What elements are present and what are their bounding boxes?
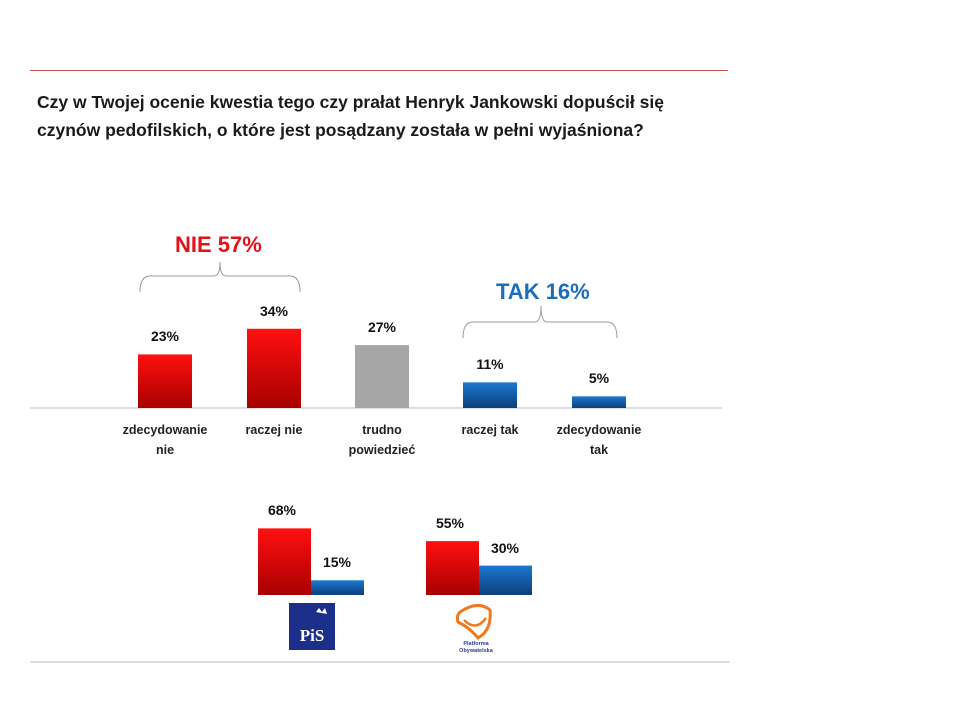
bar-1 bbox=[247, 328, 301, 408]
chart-title: Czy w Twojej ocenie kwestia tego czy pra… bbox=[37, 88, 797, 144]
data-label: 34% bbox=[259, 302, 289, 319]
party-data-label: 30% bbox=[490, 539, 520, 556]
bar-2 bbox=[355, 345, 409, 408]
data-label: 23% bbox=[150, 328, 180, 345]
bar-0 bbox=[138, 354, 192, 408]
data-label: 5% bbox=[588, 370, 610, 387]
category-label: raczej nie bbox=[245, 423, 303, 437]
category-label: trudno powiedzieć bbox=[348, 423, 416, 457]
tak-bracket bbox=[462, 305, 618, 339]
bar-3 bbox=[463, 382, 517, 408]
top-rule bbox=[30, 70, 728, 71]
party-bar-tak bbox=[479, 565, 532, 595]
data-label: 11% bbox=[476, 356, 504, 373]
svg-text:Obywatelska: Obywatelska bbox=[459, 648, 494, 654]
party-data-label: 55% bbox=[435, 515, 465, 532]
nie-bracket bbox=[139, 261, 301, 293]
svg-text:PiS: PiS bbox=[300, 626, 325, 645]
title-line-2: czynów pedofilskich, o które jest posądz… bbox=[37, 120, 644, 140]
bar-4 bbox=[572, 396, 626, 408]
party-data-label: 68% bbox=[267, 502, 297, 519]
party-bar-nie bbox=[426, 541, 479, 595]
pis-logo: PiS bbox=[289, 603, 335, 650]
po-logo: Platforma Obywatelska bbox=[455, 604, 494, 654]
title-line-1: Czy w Twojej ocenie kwestia tego czy pra… bbox=[37, 92, 664, 112]
tak-annotation: TAK 16% bbox=[496, 279, 590, 304]
category-label: zdecydowanie tak bbox=[556, 423, 642, 457]
party-bar-tak bbox=[311, 580, 364, 595]
category-label: zdecydowanie nie bbox=[122, 423, 208, 457]
data-label: 27% bbox=[367, 319, 397, 336]
party-data-label: 15% bbox=[322, 554, 352, 571]
category-label: raczej tak bbox=[461, 423, 519, 437]
svg-text:Platforma: Platforma bbox=[463, 641, 489, 647]
nie-annotation: NIE 57% bbox=[175, 232, 262, 257]
party-bar-nie bbox=[258, 528, 311, 595]
